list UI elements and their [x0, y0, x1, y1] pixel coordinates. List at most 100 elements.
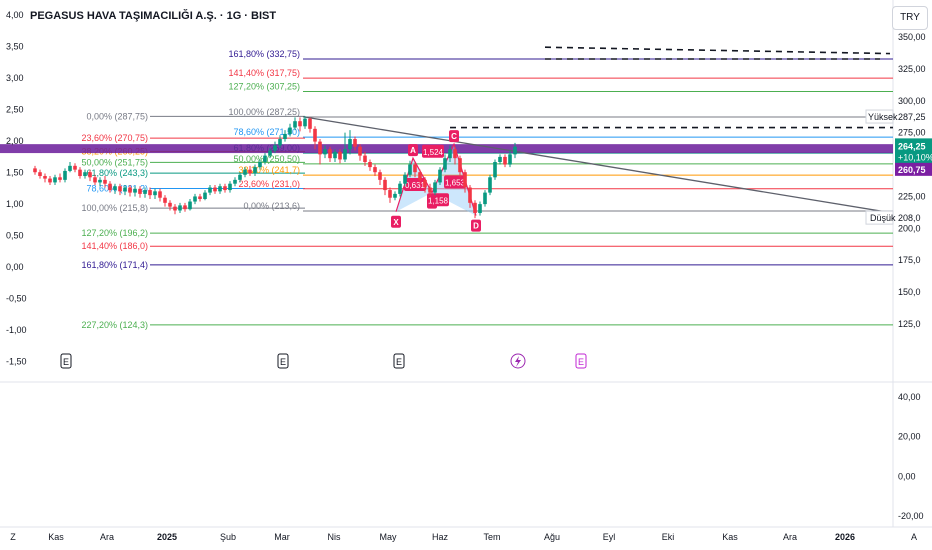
candle-body	[108, 183, 112, 191]
oscillator-axis-tick: 20,00	[898, 432, 921, 442]
candle-body	[53, 177, 57, 183]
candle-body	[438, 169, 442, 183]
candle-body	[468, 187, 472, 203]
time-axis-tick: Nis	[328, 532, 341, 542]
candle-body	[418, 172, 422, 180]
level-price: 260,75	[898, 165, 926, 175]
fib-right-label: 0,00% (213,6)	[243, 201, 300, 211]
left-axis-tick: -0,50	[6, 294, 27, 304]
oscillator-axis-tick: -20,00	[898, 511, 924, 521]
earnings-marker-label: E	[63, 357, 69, 367]
candle-body	[138, 188, 142, 194]
price-axis-tick: 125,0	[898, 319, 921, 329]
candle-body	[498, 156, 502, 163]
candle-body	[268, 150, 272, 156]
candle-body	[48, 178, 52, 183]
fib-right-label: 100,00% (287,25)	[228, 107, 300, 117]
candle-body	[493, 162, 497, 178]
lightning-icon	[515, 356, 521, 367]
candle-body	[408, 164, 412, 175]
price-change: +10,10%	[898, 152, 932, 162]
candle-body	[378, 172, 382, 180]
time-axis-tick: Eyl	[603, 532, 616, 542]
candle-body	[303, 118, 307, 127]
fib-left-label: 50,00% (251,75)	[81, 157, 148, 167]
time-axis-tick: Ara	[100, 532, 114, 542]
left-axis-tick: 4,00	[6, 10, 24, 20]
candle-body	[258, 162, 262, 168]
fib-left-label: 227,20% (124,3)	[81, 320, 148, 330]
candle-body	[93, 177, 97, 183]
price-axis-tick: 300,00	[898, 96, 926, 106]
candle-body	[58, 177, 62, 180]
fibonacci-levels: 0,00% (287,75)23,60% (270,75)38,20% (260…	[0, 49, 893, 330]
fib-right-label: 38,20% (241,7)	[238, 165, 300, 175]
earnings-marker-label: E	[578, 357, 584, 367]
candle-body	[183, 205, 187, 210]
fib-right-label: 23,60% (231,0)	[238, 179, 300, 189]
left-axis-tick: 3,00	[6, 73, 24, 83]
candle-body	[398, 183, 402, 194]
candle-body	[328, 149, 332, 159]
time-axis[interactable]: Z Kas Ara 2025 Şub Mar Nis May Haz Tem Ağu Eyl Eki Ka…	[10, 532, 917, 542]
left-axis-tick: 2,00	[6, 136, 24, 146]
candle-body	[508, 154, 512, 165]
pattern-point-label: X	[393, 218, 399, 227]
candle-body	[428, 187, 432, 193]
price-axis-tick: 225,00	[898, 191, 926, 201]
pattern-ratio-badge	[444, 175, 466, 189]
candle-body	[373, 167, 377, 173]
candle-body	[318, 141, 322, 155]
pattern-point-badge	[391, 215, 401, 228]
candle-body	[383, 179, 387, 191]
candle-body	[293, 121, 297, 128]
candle-body	[463, 172, 467, 188]
trendlines	[302, 46, 894, 214]
currency-button[interactable]: TRY	[892, 6, 928, 30]
left-axis-tick: 2,50	[6, 105, 24, 115]
left-axis-tick: 1,00	[6, 199, 24, 209]
fib-left-label: 61,80% (243,3)	[86, 168, 148, 178]
candle-body	[263, 155, 267, 163]
earnings-marker	[393, 353, 405, 369]
candlesticks	[33, 116, 517, 219]
time-axis-tick: 2025	[157, 532, 177, 542]
candle-body	[203, 192, 207, 199]
price-axis-tick: 325,00	[898, 64, 926, 74]
candle-body	[453, 149, 457, 159]
candle-body	[153, 191, 157, 196]
price-axis-tick: 275,00	[898, 128, 926, 138]
trendline	[302, 116, 894, 214]
time-axis-tick: Ağu	[544, 532, 560, 542]
price-axis[interactable]: 350,00325,00300,00275,00250,00225,00200,…	[898, 32, 926, 329]
candle-body	[68, 165, 72, 171]
candle-body	[103, 179, 107, 184]
candle-body	[393, 193, 397, 198]
fib-right-label: 141,40% (317,75)	[228, 68, 300, 78]
pattern-ratio-label: 1,653	[445, 178, 466, 187]
pattern-point-badge	[471, 219, 481, 232]
low-label: Düşük	[870, 213, 896, 223]
fib-left-label: 0,00% (287,75)	[86, 111, 148, 121]
fib-left-label: 100,00% (215,8)	[81, 203, 148, 213]
candle-body	[73, 165, 77, 170]
candle-body	[348, 139, 352, 150]
price-axis-tick: 150,0	[898, 287, 921, 297]
candle-body	[413, 164, 417, 173]
pattern-point-badge	[449, 130, 459, 143]
candle-body	[343, 149, 347, 160]
candle-body	[363, 155, 367, 163]
fib-right-label: 127,20% (307,25)	[228, 82, 300, 92]
candle-body	[298, 121, 302, 127]
low-label-box	[865, 210, 894, 225]
candle-body	[368, 162, 372, 168]
time-axis-tick: 2026	[835, 532, 855, 542]
oscillator-axis: 40,00 20,00 0,00 -20,00	[898, 392, 924, 521]
candle-body	[443, 158, 447, 170]
time-axis-tick: Kas	[722, 532, 738, 542]
candle-body	[353, 139, 357, 147]
candle-body	[158, 191, 162, 198]
left-axis-tick: 1,50	[6, 168, 24, 178]
